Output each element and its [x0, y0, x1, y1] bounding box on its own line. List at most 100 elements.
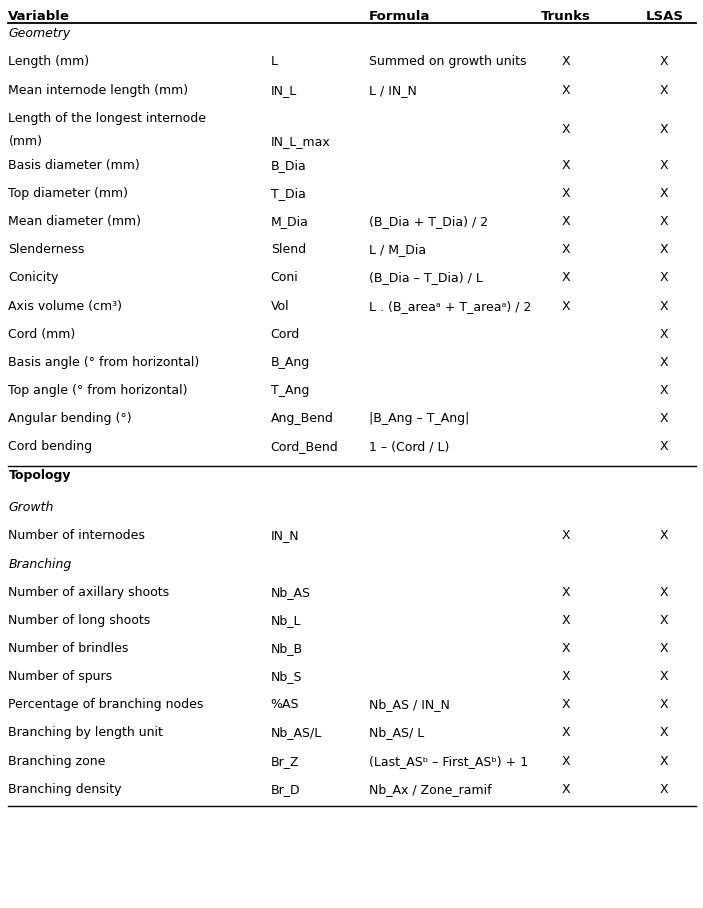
Text: Vol: Vol	[271, 300, 289, 312]
Text: X: X	[562, 271, 570, 284]
Text: X: X	[562, 783, 570, 795]
Text: IN_L_max: IN_L_max	[271, 134, 330, 148]
Text: Mean diameter (mm): Mean diameter (mm)	[8, 215, 141, 228]
Text: Number of axillary shoots: Number of axillary shoots	[8, 586, 169, 598]
Text: T_Ang: T_Ang	[271, 384, 309, 397]
Text: X: X	[660, 328, 669, 340]
Text: X: X	[562, 300, 570, 312]
Text: X: X	[562, 529, 570, 542]
Text: X: X	[660, 726, 669, 739]
Text: Axis volume (cm³): Axis volume (cm³)	[8, 300, 122, 312]
Text: X: X	[660, 670, 669, 683]
Text: Formula: Formula	[369, 10, 430, 23]
Text: X: X	[660, 243, 669, 256]
Text: X: X	[562, 670, 570, 683]
Text: X: X	[660, 271, 669, 284]
Text: (B_Dia + T_Dia) / 2: (B_Dia + T_Dia) / 2	[369, 215, 488, 228]
Text: Growth: Growth	[8, 501, 54, 514]
Text: Cord_Bend: Cord_Bend	[271, 440, 338, 453]
Text: Slend: Slend	[271, 243, 306, 256]
Text: Trunks: Trunks	[541, 10, 591, 23]
Text: Nb_L: Nb_L	[271, 614, 301, 627]
Text: Mean internode length (mm): Mean internode length (mm)	[8, 84, 188, 96]
Text: Cord bending: Cord bending	[8, 440, 93, 453]
Text: Br_Z: Br_Z	[271, 755, 299, 767]
Text: L / IN_N: L / IN_N	[369, 84, 417, 96]
Text: X: X	[562, 755, 570, 767]
Text: Length of the longest internode: Length of the longest internode	[8, 112, 207, 124]
Text: X: X	[562, 614, 570, 627]
Text: X: X	[562, 159, 570, 172]
Text: X: X	[562, 243, 570, 256]
Text: Number of internodes: Number of internodes	[8, 529, 146, 542]
Text: (mm): (mm)	[8, 134, 42, 148]
Text: Summed on growth units: Summed on growth units	[369, 55, 527, 68]
Text: X: X	[562, 187, 570, 200]
Text: L . (B_areaᵃ + T_areaᵃ) / 2: L . (B_areaᵃ + T_areaᵃ) / 2	[369, 300, 531, 312]
Text: X: X	[660, 123, 669, 136]
Text: X: X	[660, 412, 669, 425]
Text: X: X	[562, 55, 570, 68]
Text: |B_Ang – T_Ang|: |B_Ang – T_Ang|	[369, 412, 470, 425]
Text: Geometry: Geometry	[8, 27, 71, 40]
Text: X: X	[660, 755, 669, 767]
Text: LSAS: LSAS	[645, 10, 683, 23]
Text: M_Dia: M_Dia	[271, 215, 309, 228]
Text: X: X	[660, 529, 669, 542]
Text: Br_D: Br_D	[271, 783, 300, 795]
Text: Topology: Topology	[8, 469, 71, 481]
Text: Branching by length unit: Branching by length unit	[8, 726, 163, 739]
Text: Cord: Cord	[271, 328, 300, 340]
Text: Branching: Branching	[8, 558, 72, 570]
Text: X: X	[660, 642, 669, 655]
Text: B_Dia: B_Dia	[271, 159, 307, 172]
Text: Nb_AS/L: Nb_AS/L	[271, 726, 322, 739]
Text: %AS: %AS	[271, 698, 299, 711]
Text: Nb_AS/ L: Nb_AS/ L	[369, 726, 425, 739]
Text: X: X	[562, 698, 570, 711]
Text: X: X	[660, 614, 669, 627]
Text: Angular bending (°): Angular bending (°)	[8, 412, 132, 425]
Text: X: X	[562, 84, 570, 96]
Text: Nb_S: Nb_S	[271, 670, 302, 683]
Text: X: X	[660, 440, 669, 453]
Text: X: X	[660, 698, 669, 711]
Text: X: X	[660, 55, 669, 68]
Text: IN_L: IN_L	[271, 84, 297, 96]
Text: B_Ang: B_Ang	[271, 356, 310, 369]
Text: Number of spurs: Number of spurs	[8, 670, 112, 683]
Text: Slenderness: Slenderness	[8, 243, 85, 256]
Text: Top angle (° from horizontal): Top angle (° from horizontal)	[8, 384, 188, 397]
Text: (Last_ASᵇ – First_ASᵇ) + 1: (Last_ASᵇ – First_ASᵇ) + 1	[369, 755, 528, 767]
Text: Number of brindles: Number of brindles	[8, 642, 129, 655]
Text: Ang_Bend: Ang_Bend	[271, 412, 333, 425]
Text: X: X	[660, 586, 669, 598]
Text: Cord (mm): Cord (mm)	[8, 328, 76, 340]
Text: X: X	[562, 586, 570, 598]
Text: Nb_AS / IN_N: Nb_AS / IN_N	[369, 698, 450, 711]
Text: X: X	[660, 384, 669, 397]
Text: IN_N: IN_N	[271, 529, 299, 542]
Text: X: X	[562, 123, 570, 136]
Text: Nb_AS: Nb_AS	[271, 586, 311, 598]
Text: Top diameter (mm): Top diameter (mm)	[8, 187, 129, 200]
Text: Conicity: Conicity	[8, 271, 59, 284]
Text: Branching density: Branching density	[8, 783, 122, 795]
Text: Basis diameter (mm): Basis diameter (mm)	[8, 159, 140, 172]
Text: X: X	[660, 215, 669, 228]
Text: Number of long shoots: Number of long shoots	[8, 614, 150, 627]
Text: Nb_Ax / Zone_ramif: Nb_Ax / Zone_ramif	[369, 783, 491, 795]
Text: (B_Dia – T_Dia) / L: (B_Dia – T_Dia) / L	[369, 271, 483, 284]
Text: Branching zone: Branching zone	[8, 755, 106, 767]
Text: X: X	[562, 726, 570, 739]
Text: Nb_B: Nb_B	[271, 642, 303, 655]
Text: T_Dia: T_Dia	[271, 187, 306, 200]
Text: L / M_Dia: L / M_Dia	[369, 243, 426, 256]
Text: Coni: Coni	[271, 271, 298, 284]
Text: X: X	[562, 215, 570, 228]
Text: L: L	[271, 55, 278, 68]
Text: X: X	[660, 356, 669, 369]
Text: X: X	[660, 187, 669, 200]
Text: Basis angle (° from horizontal): Basis angle (° from horizontal)	[8, 356, 200, 369]
Text: X: X	[562, 642, 570, 655]
